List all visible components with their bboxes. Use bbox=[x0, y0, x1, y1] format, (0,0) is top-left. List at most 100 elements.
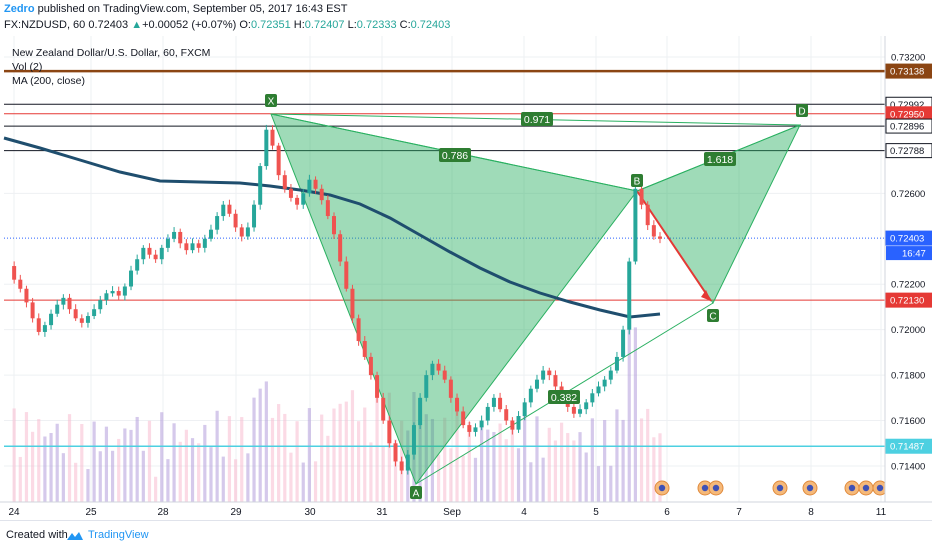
volume-bar bbox=[31, 431, 35, 502]
volume-bar bbox=[480, 427, 484, 502]
price-tick-label: 0.71600 bbox=[891, 416, 925, 427]
volume-bar bbox=[639, 418, 644, 502]
candle-body bbox=[85, 316, 90, 323]
price-chart[interactable]: X A B C D 0.786 0.382 1.618 0.971 0.73200 0.72600 0… bbox=[0, 36, 932, 520]
volume-bar bbox=[227, 416, 232, 502]
volume-bar bbox=[184, 429, 188, 502]
pattern-point-c-marker[interactable] bbox=[707, 309, 719, 322]
legend-ma[interactable]: MA (200, close) bbox=[12, 75, 85, 87]
volume-bar bbox=[190, 438, 195, 502]
volume-bar bbox=[141, 450, 145, 502]
price-label-text: 0.71487 bbox=[890, 442, 924, 453]
price-tick-label: 0.71800 bbox=[891, 371, 925, 382]
candle-body bbox=[55, 304, 60, 314]
volume-bar bbox=[566, 433, 570, 502]
volume-bar bbox=[258, 388, 262, 502]
legend-volume[interactable]: Vol (2) bbox=[12, 61, 43, 73]
ratio-badge[interactable] bbox=[521, 112, 553, 126]
volume-bar bbox=[55, 423, 59, 502]
volume-bar bbox=[178, 441, 182, 502]
candle-body bbox=[30, 302, 35, 319]
candle-body bbox=[67, 297, 72, 310]
price-change: +0.00052 (+0.07%) bbox=[142, 19, 237, 31]
symbol-line: FX:NZDUSD, 60 0.72403 ▲+0.00052 (+0.07%)… bbox=[4, 19, 450, 31]
candle-body bbox=[239, 227, 244, 237]
candle-body bbox=[110, 291, 115, 294]
volume-bar bbox=[320, 414, 324, 502]
candle-body bbox=[190, 243, 195, 251]
volume-bar bbox=[43, 436, 47, 502]
candle-body bbox=[233, 213, 238, 228]
volume-bar bbox=[295, 421, 299, 502]
open-value: 0.72351 bbox=[250, 19, 291, 31]
price-tick-label: 0.73200 bbox=[891, 53, 925, 64]
tradingview-link[interactable]: TradingView bbox=[88, 529, 149, 541]
volume-bar bbox=[553, 440, 558, 502]
candle-body bbox=[596, 386, 601, 394]
candle-body bbox=[534, 379, 539, 389]
ratio-badge[interactable] bbox=[439, 148, 471, 162]
volume-bar bbox=[375, 392, 379, 502]
volume-bar bbox=[313, 461, 318, 502]
volume-bar bbox=[369, 442, 373, 502]
candle-body bbox=[172, 231, 177, 239]
volume-bar bbox=[18, 456, 22, 502]
candle-body bbox=[362, 341, 367, 357]
volume-bar bbox=[541, 457, 545, 502]
pattern-point-b-marker[interactable] bbox=[631, 174, 643, 187]
pattern-point-a-marker[interactable] bbox=[410, 486, 422, 499]
volume-bar bbox=[203, 424, 207, 502]
pattern-point-d-marker[interactable] bbox=[796, 104, 808, 117]
volume-bar bbox=[197, 443, 201, 502]
time-tick-label: 24 bbox=[8, 507, 20, 518]
candle-body bbox=[319, 188, 324, 201]
pattern-point-x-marker[interactable] bbox=[265, 94, 277, 107]
moving-average-line bbox=[3, 136, 661, 319]
candle-body bbox=[129, 270, 134, 287]
candle-body bbox=[375, 375, 380, 398]
author-link[interactable]: Zedro bbox=[4, 3, 35, 15]
volume-bar bbox=[147, 420, 152, 502]
candle-body bbox=[485, 406, 490, 421]
volume-bar bbox=[289, 452, 293, 502]
candle-body bbox=[424, 375, 429, 398]
candle-body bbox=[313, 179, 318, 189]
candle-body bbox=[288, 188, 293, 198]
price-tick-label: 0.72200 bbox=[891, 280, 925, 291]
volume-bar bbox=[301, 462, 305, 502]
price-label-box bbox=[885, 230, 932, 246]
chart-background bbox=[0, 36, 932, 520]
volume-bar bbox=[80, 424, 84, 502]
volume-bar bbox=[86, 469, 90, 502]
volume-bar bbox=[233, 459, 238, 502]
time-tick-label: 5 bbox=[593, 507, 599, 518]
candle-body bbox=[61, 297, 66, 305]
low-value: 0.72333 bbox=[356, 19, 397, 31]
volume-bar bbox=[98, 451, 102, 502]
volume-bar bbox=[117, 438, 121, 502]
volume-bar bbox=[572, 440, 576, 502]
candle-body bbox=[350, 288, 355, 319]
volume-bar bbox=[596, 466, 601, 502]
candle-body bbox=[79, 318, 84, 323]
candle-body bbox=[448, 379, 453, 398]
candle-body bbox=[461, 411, 466, 426]
volume-bar bbox=[344, 401, 348, 502]
candle-body bbox=[245, 227, 250, 237]
price-label-text: 0.72788 bbox=[890, 146, 924, 157]
candle-body bbox=[49, 313, 54, 326]
high-label: H: bbox=[293, 19, 305, 31]
time-scale[interactable] bbox=[0, 502, 932, 520]
volume-bar bbox=[123, 428, 127, 502]
volume-bar bbox=[92, 421, 96, 502]
volume-bar bbox=[277, 404, 281, 502]
volume-bar bbox=[621, 419, 625, 502]
flag-icon bbox=[806, 484, 814, 492]
ratio-badge[interactable] bbox=[548, 390, 580, 404]
symbol-label: FX:NZDUSD, 60 bbox=[4, 19, 86, 31]
ratio-badge[interactable] bbox=[704, 152, 736, 166]
volume-bar bbox=[338, 403, 342, 502]
candle-body bbox=[332, 216, 336, 235]
volume-bar bbox=[166, 459, 170, 502]
volume-bar bbox=[584, 452, 588, 502]
